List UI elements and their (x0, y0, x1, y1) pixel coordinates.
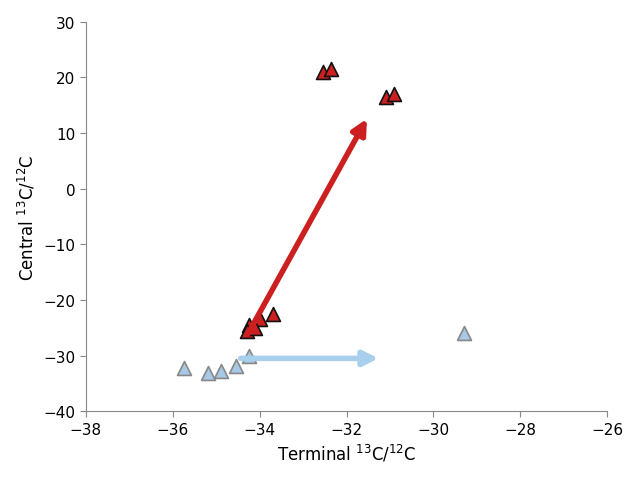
Point (268, 311, 278, 318)
Point (389, 91, 399, 99)
Point (244, 352, 254, 360)
Point (459, 330, 469, 337)
Point (216, 368, 226, 375)
Point (202, 370, 212, 377)
Point (241, 327, 252, 335)
Point (326, 66, 337, 73)
Y-axis label: Central $^{13}$C/$^{12}$C: Central $^{13}$C/$^{12}$C (17, 154, 38, 280)
Point (244, 322, 254, 329)
Point (381, 94, 391, 101)
Point (317, 69, 328, 76)
Point (230, 362, 241, 370)
Point (250, 324, 260, 332)
Point (255, 316, 265, 324)
Point (179, 364, 189, 372)
X-axis label: Terminal $^{13}$C/$^{12}$C: Terminal $^{13}$C/$^{12}$C (277, 442, 416, 463)
